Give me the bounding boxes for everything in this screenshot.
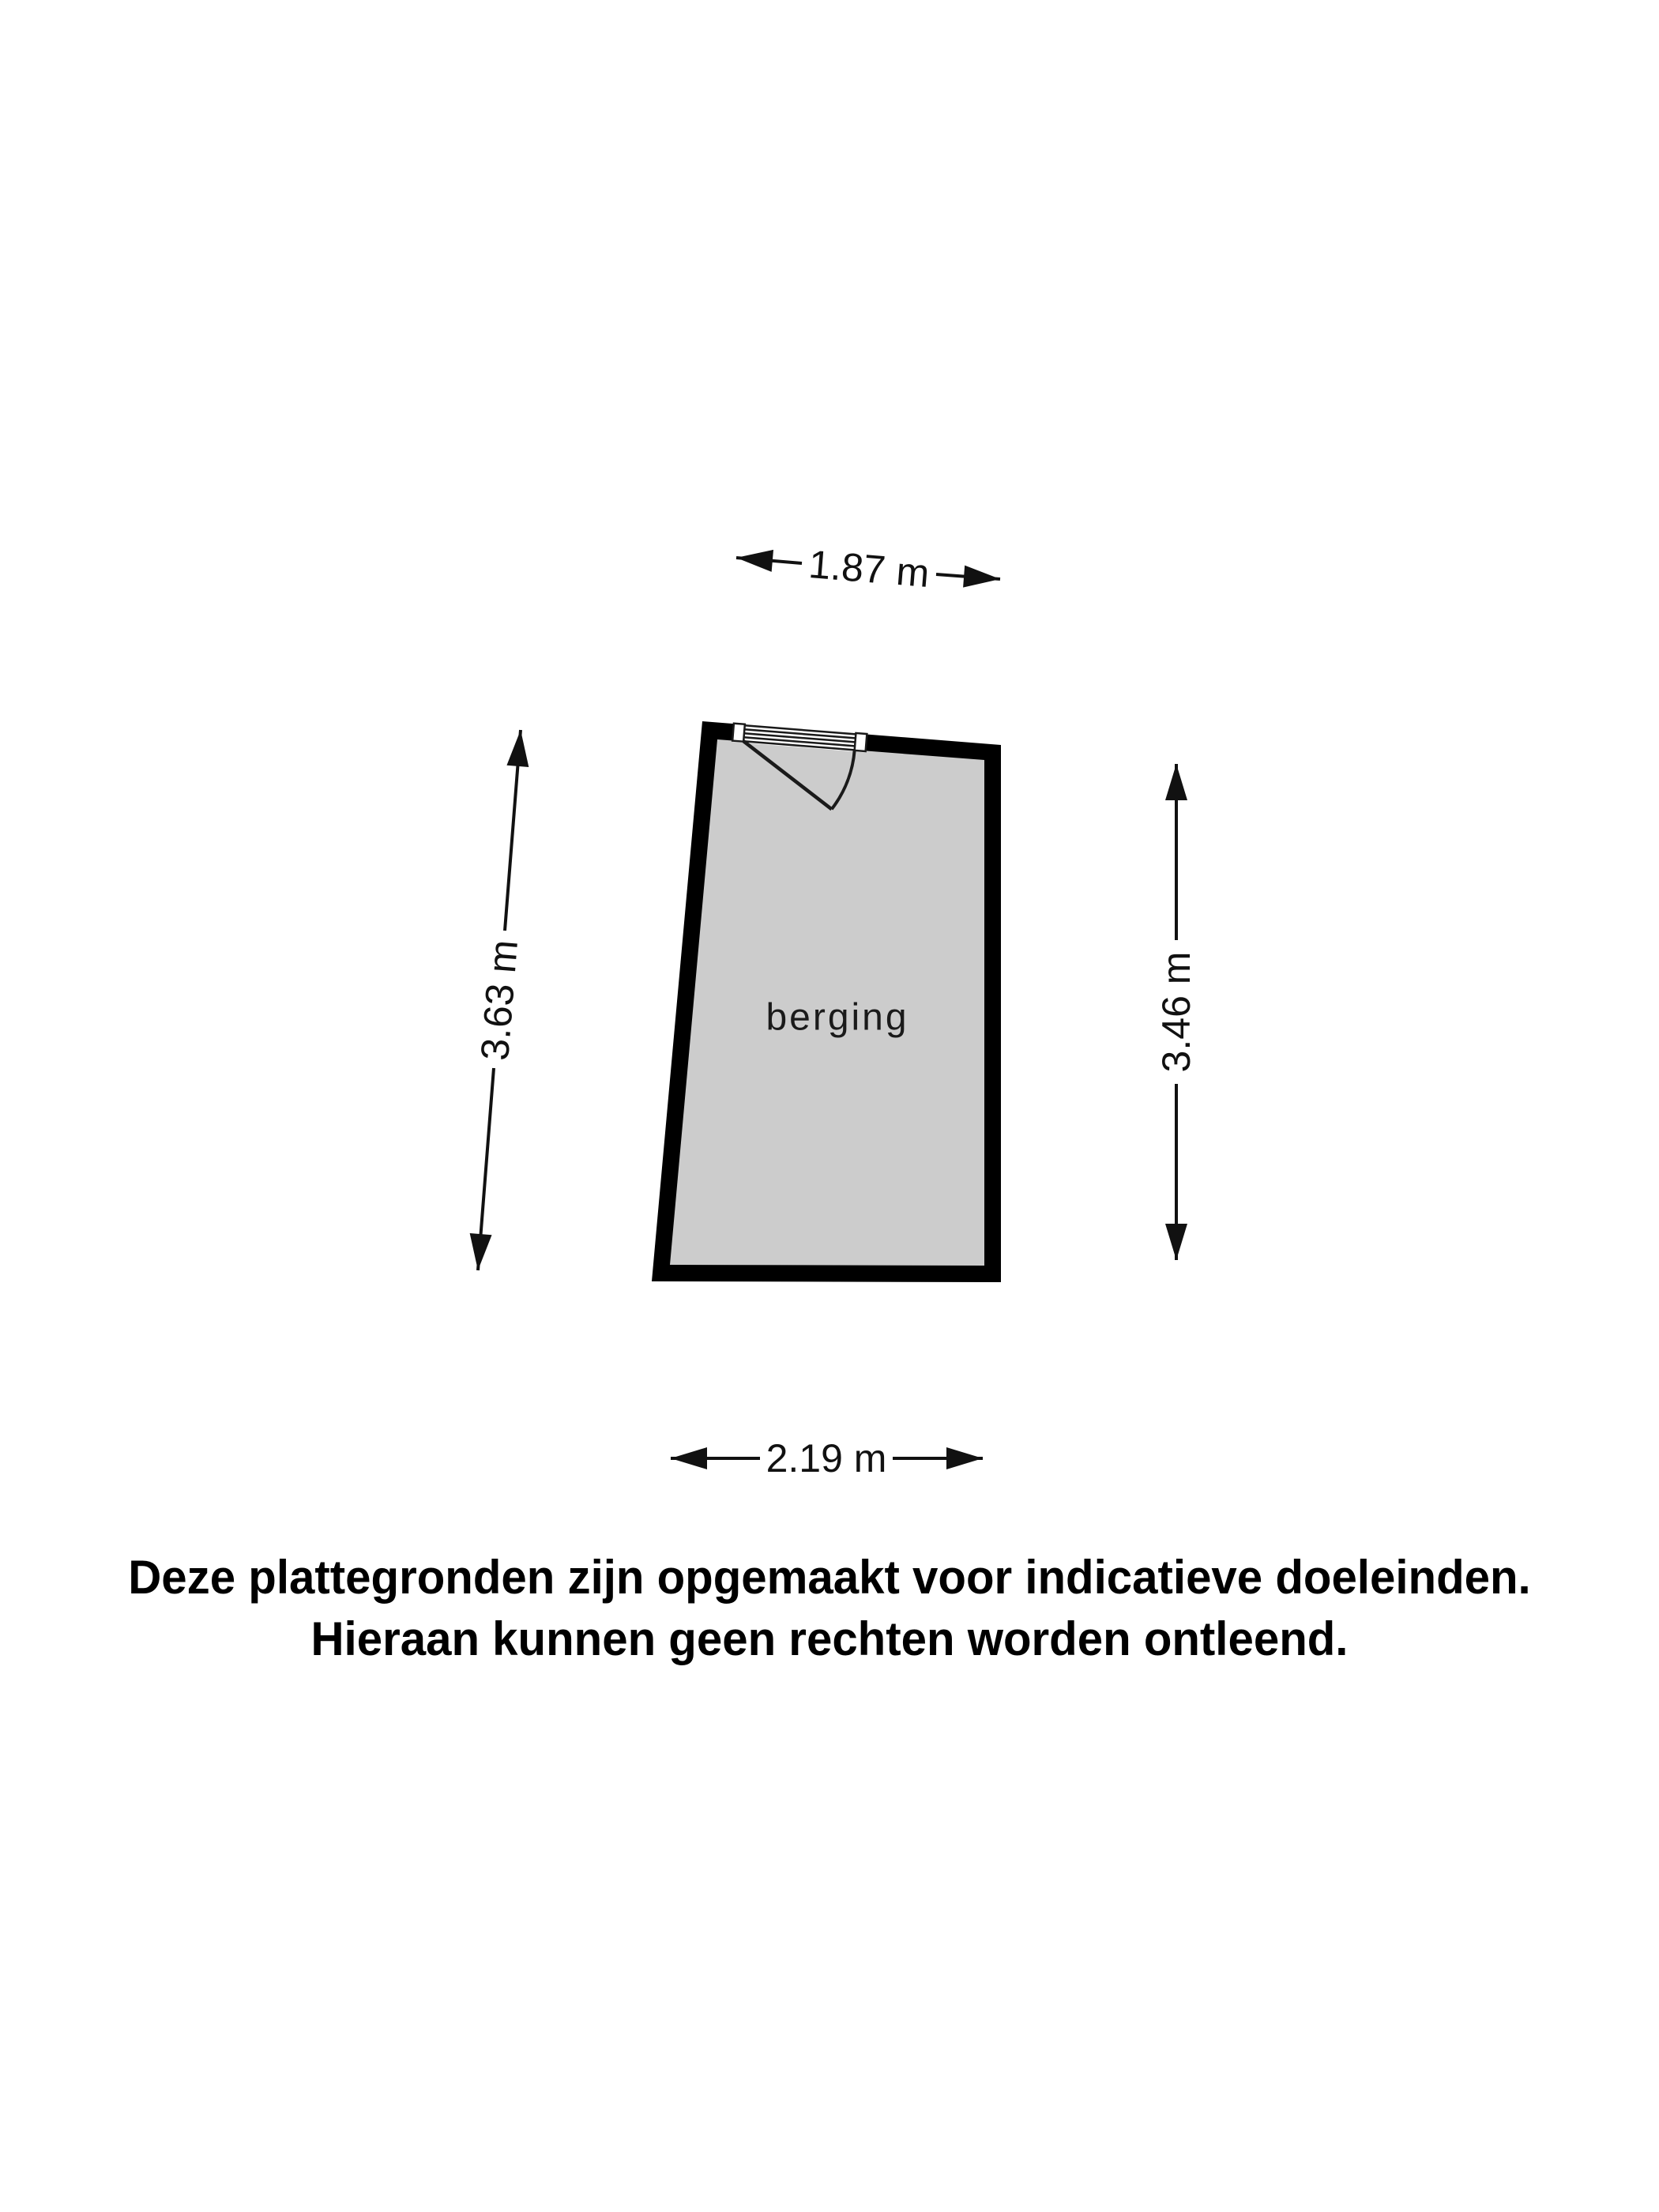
- dimension-line: [469, 1067, 495, 1271]
- disclaimer-text: Deze plattegronden zijn opgemaakt voor i…: [25, 1547, 1635, 1670]
- dimension-line: [935, 565, 1001, 588]
- dimension-label-top: 1.87 m: [807, 542, 931, 596]
- room-label: berging: [766, 997, 908, 1039]
- door-slab-lines: [743, 724, 856, 751]
- dimension-right: 3.46 m: [1154, 764, 1198, 1260]
- door-jamb-right: [853, 732, 868, 753]
- room-berging: berging: [652, 721, 1001, 1282]
- dimension-label-right: 3.46 m: [1154, 952, 1198, 1073]
- room-floor: [670, 739, 984, 1266]
- dimension-top: 1.87 m: [735, 542, 1001, 596]
- dimension-line: [735, 549, 803, 572]
- door-leaf: [742, 739, 833, 811]
- dimension-line: [503, 729, 529, 931]
- dimension-label-left: 3.63 m: [472, 939, 526, 1063]
- door-jamb-left: [731, 722, 747, 743]
- door-swing-arc: [830, 750, 856, 811]
- disclaimer-line-2: Hieraan kunnen geen rechten worden ontle…: [310, 1612, 1349, 1665]
- dimension-left: 3.63 m: [469, 729, 529, 1271]
- disclaimer-line-1: Deze plattegronden zijn opgemaakt voor i…: [128, 1551, 1531, 1604]
- door: [731, 722, 868, 811]
- dimension-bottom: 2.19 m: [671, 1436, 983, 1480]
- dimension-label-bottom: 2.19 m: [766, 1436, 887, 1480]
